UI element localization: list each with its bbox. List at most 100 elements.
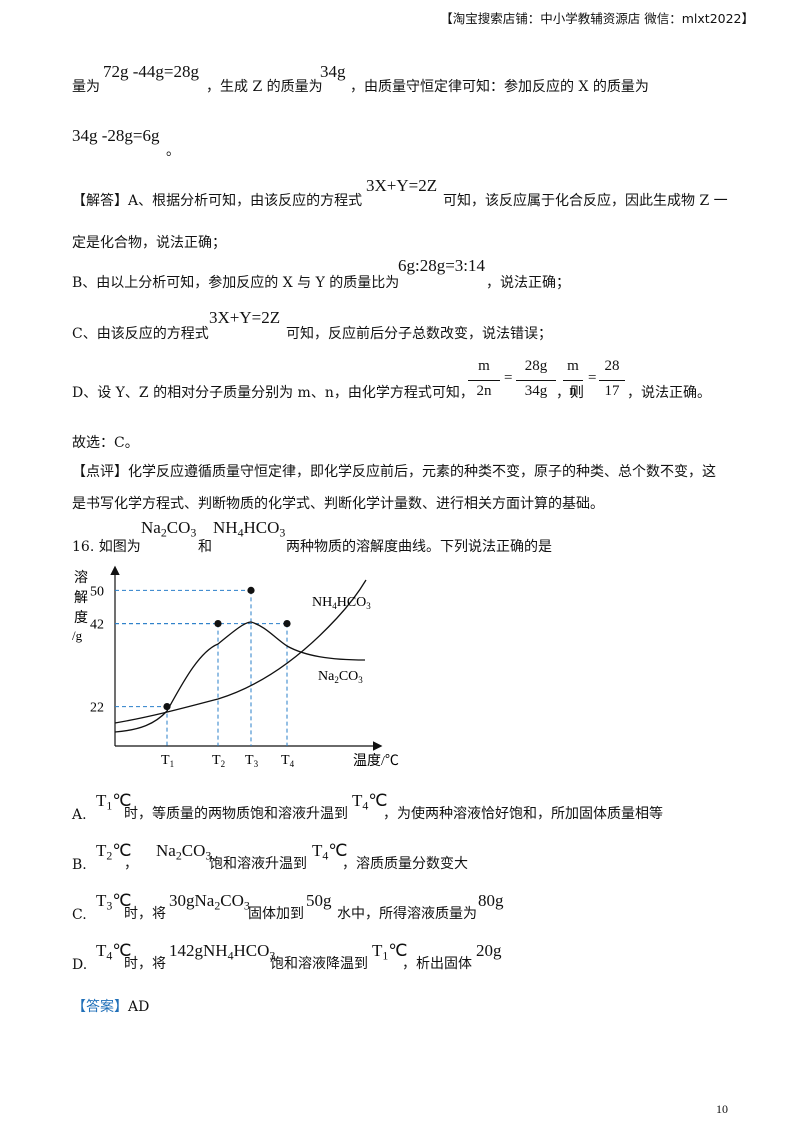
page-number: 10 [716, 1102, 728, 1116]
solution-b-equation: 6g:28g=3:14 [398, 256, 486, 275]
answer-value: AD [128, 999, 150, 1015]
option-b-temp2-deg: ℃ [328, 841, 348, 860]
fraction-2-denominator: 34g [524, 383, 548, 399]
option-a-text-2: ，为使两种溶液恰好饱和，所加固体质量相等 [383, 806, 663, 822]
option-d-chem-tail: HCO [233, 941, 270, 960]
option-c-temp-t: T [96, 891, 107, 910]
data-point-t3 [247, 586, 255, 594]
solution-d-suffix: ，说法正确。 [627, 385, 711, 401]
solution-b-prefix: B、由以上分析可知，参加反应的 X 与 Y 的质量比为 [72, 275, 400, 291]
option-c-text-2: 固体加到 [248, 906, 304, 922]
legend-nh4hco3-sub2: 3 [366, 601, 371, 611]
legend-nh4hco3-sub: 4 [332, 601, 337, 611]
option-b-text-2: ，溶质质量分数变大 [342, 856, 468, 872]
question-and: 和 [198, 539, 212, 555]
fraction-3-bar [563, 380, 583, 381]
fraction-3-denominator: n [569, 383, 577, 399]
option-d-text-1: 时，将 [124, 956, 166, 972]
fraction-4-numerator: 28 [604, 358, 620, 374]
option-d-temp2-t: T [372, 941, 383, 960]
option-b-temp2-sub: 4 [322, 848, 329, 863]
x-tick-label-t3: T3 [245, 753, 259, 769]
chart-guides [115, 589, 288, 746]
option-c-chem-sub: 2 [214, 898, 221, 913]
y-label-unit: /g [72, 628, 83, 643]
option-d-text-3: ，析出固体 [402, 956, 472, 972]
option-c-text-3: 水中，所得溶液质量为 [337, 906, 477, 922]
header-banner: 【淘宝搜索店铺：中小学教辅资源店 微信：mlxt2022】 [440, 11, 754, 26]
comment-line-1: 【点评】化学反应遵循质量守恒定律，即化学反应前后，元素的种类不变，原子的种类、总… [72, 461, 716, 481]
series-na2co3-curve [114, 621, 366, 733]
option-d-temp2-sub: 1 [382, 948, 389, 963]
option-a-temp2-deg: ℃ [368, 791, 388, 810]
solution-a-equation: 3X+Y=2Z [366, 176, 438, 195]
legend-na2co3-tail: CO [339, 669, 358, 684]
option-b-temp-sub: 2 [106, 848, 113, 863]
fraction-4-denominator: 17 [604, 383, 620, 399]
option-b-text-1: 饱和溶液升温到 [209, 856, 307, 872]
fraction-1-bar [468, 380, 500, 381]
legend-na2co3-sub: 2 [334, 675, 339, 685]
y-tick-label-22: 22 [90, 701, 104, 716]
option-c-letter: C. [72, 907, 87, 923]
solution-d-prefix: D、设 Y、Z 的相对分子质量分别为 m、n，由化学方程式可知， [72, 385, 474, 401]
y-tick-label-42: 42 [90, 618, 104, 633]
fraction-2-numerator: 28g [524, 358, 548, 374]
substance-1-head: Na [141, 518, 161, 537]
y-label-char-2: 解 [74, 590, 88, 606]
y-label-char-1: 溶 [74, 570, 88, 586]
substance-2-head: NH [213, 518, 238, 537]
x-axis-label: 温度/℃ [353, 753, 399, 769]
option-d-temp-2: T1℃ [372, 941, 407, 964]
option-c-chem-tail: CO [220, 891, 244, 910]
question-number: 16. 如图为 [72, 539, 141, 555]
option-a-temp: T1℃ [96, 791, 131, 814]
answer-tag: 【答案】 [72, 999, 128, 1015]
fraction-1-numerator: m [478, 358, 490, 374]
analysis-formula-2: 34g [320, 62, 346, 81]
substance-2-sub2: 3 [279, 525, 286, 540]
analysis-formula-3: 34g -28g=6g [72, 126, 160, 145]
option-a-text-1: 时，等质量的两物质饱和溶液升温到 [124, 806, 348, 822]
option-a-temp-2: T4℃ [352, 791, 387, 814]
option-b-chem-sub2: 3 [205, 848, 212, 863]
question-suffix: 两种物质的溶解度曲线。下列说法正确的是 [286, 539, 552, 555]
legend-nh4hco3: NH4HCO3 [312, 595, 371, 611]
solution-c-equation: 3X+Y=2Z [209, 308, 281, 327]
option-b-chem: Na2CO3 [156, 841, 211, 864]
legend-nh4hco3-tail: HCO [337, 595, 367, 610]
option-d-text-2: 饱和溶液降温到 [270, 956, 368, 972]
fraction-equals-1: = [504, 370, 513, 386]
legend-na2co3-sub2: 3 [358, 675, 363, 685]
option-d-chem-sub2: 3 [269, 948, 276, 963]
substance-1-sub: 2 [160, 525, 167, 540]
analysis-line-1-prefix: 量为 [72, 79, 100, 95]
option-c-chem: 30gNa2CO3 [169, 891, 250, 914]
legend-na2co3: Na2CO3 [318, 669, 363, 685]
option-c-mass-1: 50g [306, 891, 332, 910]
x-tick-label-t4: T4 [281, 753, 295, 769]
option-d-temp2-deg: ℃ [388, 941, 408, 960]
answer-line: 【答案】AD [72, 996, 149, 1016]
data-point-t1 [163, 702, 171, 711]
option-a-temp2-t: T [352, 791, 363, 810]
substance-2-sub: 4 [237, 525, 244, 540]
analysis-line-1-mid: ，生成 Z 的质量为 [206, 79, 323, 95]
option-a-temp2-sub: 4 [362, 798, 369, 813]
option-b-chem-head: Na [156, 841, 176, 860]
comment-tag: 【点评】 [72, 464, 128, 480]
substance-2-tail: HCO [243, 518, 280, 537]
option-c-mass-2: 80g [478, 891, 504, 910]
comment-text-1: 化学反应遵循质量守恒定律，即化学反应前后，元素的种类不变，原子的种类、总个数不变… [128, 464, 716, 480]
option-d-temp: T4℃ [96, 941, 131, 964]
option-d-mass: 20g [476, 941, 502, 960]
data-point-t2 [214, 619, 222, 628]
legend-na2co3-head: Na [318, 669, 335, 684]
option-c-chem-sub2: 3 [243, 898, 250, 913]
y-tick-label-50: 50 [90, 584, 104, 599]
solution-a-continued: 定是化合物，说法正确； [72, 235, 226, 251]
option-d-chem: 142gNH4HCO3 [169, 941, 275, 964]
option-b-chem-sub: 2 [175, 848, 182, 863]
option-a-temp-t: T [96, 791, 107, 810]
